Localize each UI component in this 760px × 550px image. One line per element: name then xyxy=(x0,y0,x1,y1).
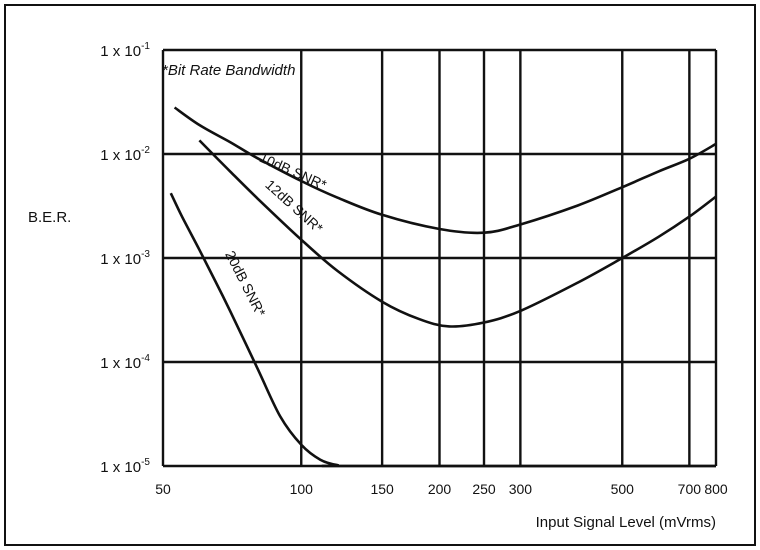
y-tick-label: 1 x 10-4 xyxy=(100,353,150,372)
series-line-1 xyxy=(173,106,717,235)
y-tick-label: 1 x 10-1 xyxy=(100,41,150,60)
x-tick-label: 500 xyxy=(611,481,635,497)
series-curves xyxy=(169,106,717,468)
chart-frame xyxy=(4,4,756,546)
x-axis-label: Input Signal Level (mVrms) xyxy=(536,514,716,531)
y-tick-label: 1 x 10-2 xyxy=(100,145,150,164)
x-tick-label: 100 xyxy=(290,481,314,497)
tick-labels: 1 x 10-1 1 x 10-2 1 x 10-3 1 x 10-4 1 x 10-5… xyxy=(100,41,728,497)
grid xyxy=(161,48,718,468)
x-tick-label: 150 xyxy=(370,481,394,497)
annotation: *Bit Rate Bandwidth xyxy=(162,62,295,79)
x-tick-label: 50 xyxy=(155,481,171,497)
x-tick-label: 800 xyxy=(704,481,728,497)
x-tick-label: 700 xyxy=(678,481,702,497)
x-tick-label: 250 xyxy=(472,481,496,497)
series-line-3 xyxy=(169,192,717,468)
x-tick-label: 300 xyxy=(509,481,533,497)
y-axis-label: B.E.R. xyxy=(28,209,71,226)
series-line-2 xyxy=(198,139,717,328)
x-tick-label: 200 xyxy=(428,481,452,497)
y-tick-label: 1 x 10-5 xyxy=(100,457,150,476)
y-tick-label: 1 x 10-3 xyxy=(100,249,150,268)
